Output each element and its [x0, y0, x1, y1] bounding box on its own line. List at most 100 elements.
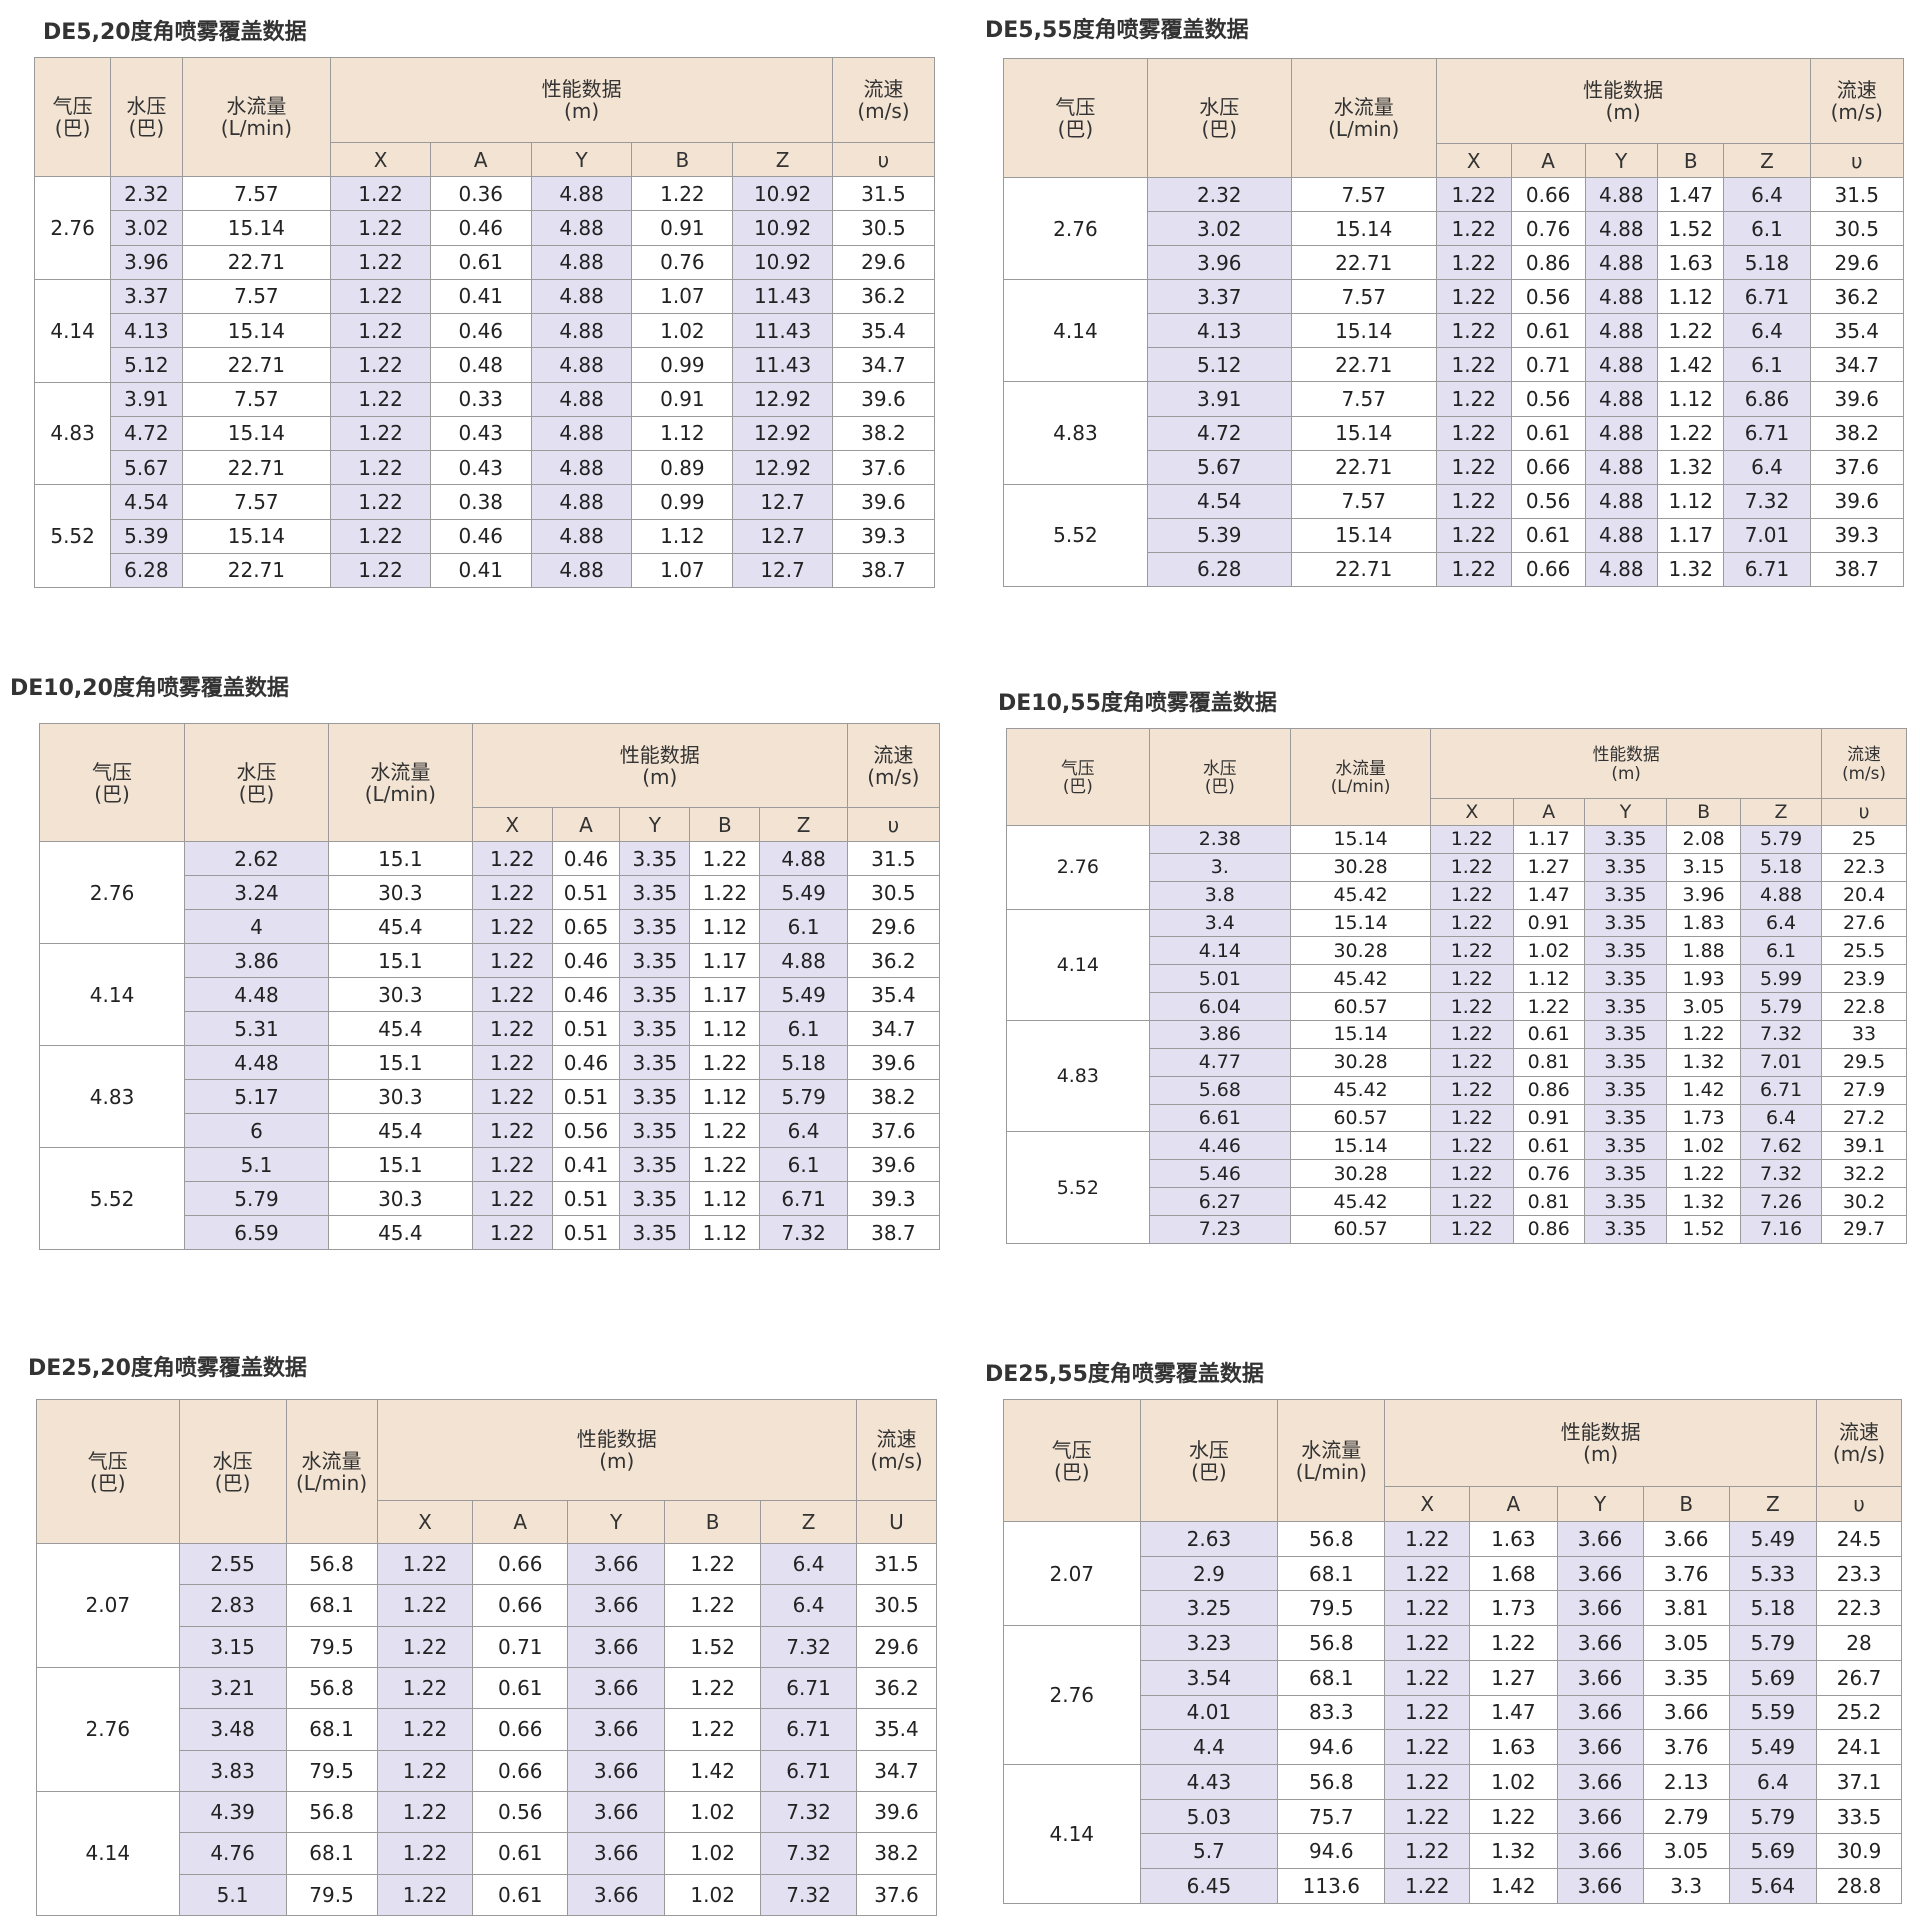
- header-label: 水压: [212, 1448, 253, 1473]
- data-cell: 0.61: [1510, 517, 1586, 553]
- data-cell: 3.35: [619, 1011, 691, 1046]
- data-cell: 3.35: [1583, 1215, 1668, 1244]
- column-header: Z: [1723, 143, 1811, 178]
- data-cell: 7.57: [1290, 279, 1437, 315]
- data-cell: 1.22: [1435, 449, 1512, 485]
- data-cell: 1.22: [471, 1147, 553, 1182]
- data-cell: 31.5: [831, 175, 936, 212]
- data-cell: 0.61: [1510, 415, 1586, 451]
- data-cell: 3.91: [1146, 381, 1292, 417]
- air-pressure-cell: 5.52: [33, 484, 112, 588]
- data-cell: 45.4: [327, 909, 473, 944]
- data-row: 5.79 30.3 1.22 0.51 3.35 1.12 6.71 39.3: [40, 1181, 941, 1216]
- data-cell: 1.22: [471, 875, 553, 910]
- data-cell: 7.62: [1739, 1131, 1823, 1161]
- header-cell: 流速 (m/s): [856, 1399, 937, 1501]
- data-cell: 1.22: [1384, 1521, 1471, 1557]
- data-cell: 5.1: [178, 1873, 287, 1916]
- data-cell: 4.88: [1584, 517, 1659, 553]
- data-row: 5.67 22.71 1.22 0.66 4.88 1.32 6.4 37.6: [1004, 449, 1904, 485]
- data-cell: 1.22: [1384, 1590, 1471, 1627]
- data-cell: 79.5: [1277, 1590, 1386, 1627]
- data-row: 2.76 2.62 15.1 1.22 0.46 3.35 1.22 4.88 31.5: [38, 841, 941, 944]
- data-row: 4.14 3.37 7.57 1.22 0.56 4.88 1.12 6.71 36.2: [1003, 279, 1904, 383]
- column-header: Y: [1584, 143, 1659, 178]
- data-cell: 3.35: [1583, 1020, 1668, 1049]
- data-row: 2.76 2.38 15.14 1.22 1.17 3.35 2.08 5.79 25: [1006, 825, 1907, 910]
- data-cell: 45.42: [1289, 1187, 1432, 1217]
- data-cell: 0.76: [631, 244, 734, 280]
- header-cell: 性能数据 (m): [1384, 1399, 1818, 1487]
- header-unit: (巴): [238, 781, 275, 806]
- data-cell: 1.22: [376, 1584, 474, 1627]
- header-label: 性能数据: [1560, 1420, 1641, 1444]
- data-cell: 23.9: [1821, 964, 1907, 994]
- data-cell: 3.66: [567, 1873, 666, 1916]
- table-title: DE10,55度角喷雾覆盖数据: [998, 691, 1277, 716]
- data-cell: 3.37: [1146, 279, 1292, 315]
- data-cell: 1.22: [1384, 1659, 1471, 1696]
- data-cell: 0.99: [631, 484, 734, 520]
- air-pressure-cell: 2.07: [36, 1543, 180, 1668]
- data-cell: 35.4: [1809, 313, 1904, 349]
- header-unit: (巴): [90, 1470, 126, 1495]
- data-cell: 33.5: [1816, 1798, 1902, 1835]
- header-label: 流速: [1836, 78, 1877, 102]
- data-cell: 22.71: [181, 552, 332, 589]
- air-pressure-cell: 5.52: [1006, 1131, 1150, 1244]
- data-cell: 3.66: [567, 1666, 666, 1710]
- data-cell: 22.3: [1816, 1590, 1902, 1627]
- data-cell: 39.6: [831, 484, 936, 520]
- data-cell: 1.17: [1657, 517, 1725, 553]
- header-cell: 水压 (巴): [110, 57, 183, 177]
- column-header: Y: [1583, 798, 1668, 826]
- data-cell: 1.22: [1430, 1215, 1514, 1244]
- data-row: 5.52 4.54 7.57 1.22 0.38 4.88 0.99 12.7 39.6: [33, 484, 936, 588]
- data-cell: 5.79: [184, 1181, 329, 1216]
- data-row: 3.8 45.42 1.22 1.47 3.35 3.96 4.88 20.4: [1007, 880, 1907, 910]
- data-cell: 1.22: [689, 1147, 761, 1182]
- column-header: B: [631, 142, 734, 177]
- data-cell: 27.2: [1821, 1103, 1907, 1133]
- data-cell: 4.88: [1584, 449, 1659, 485]
- header-label: 性能数据: [1592, 744, 1660, 765]
- data-cell: 0.66: [1510, 176, 1586, 213]
- air-pressure-cell: 2.76: [1003, 1625, 1141, 1766]
- data-cell: 39.1: [1821, 1131, 1907, 1161]
- data-cell: 27.6: [1821, 908, 1907, 938]
- header-cell: 水流量 (L/min): [1277, 1399, 1386, 1522]
- data-cell: 0.86: [1510, 245, 1586, 281]
- data-cell: 1.22: [664, 1542, 762, 1586]
- data-cell: 1.22: [330, 449, 431, 486]
- data-cell: 1.22: [1384, 1555, 1471, 1592]
- air-pressure-cell: 2.76: [33, 176, 112, 280]
- data-cell: 1.12: [1512, 964, 1585, 994]
- data-cell: 4.88: [1584, 381, 1659, 417]
- header-label: 性能数据: [576, 1427, 657, 1451]
- data-cell: 4.76: [178, 1832, 287, 1875]
- header-cell: 性能数据 (m): [1430, 728, 1823, 799]
- data-cell: 1.83: [1666, 908, 1741, 938]
- header-unit: (m/s): [857, 99, 910, 123]
- data-cell: 39.3: [1809, 517, 1904, 553]
- data-cell: 4.88: [530, 484, 633, 520]
- header-label: 流速: [873, 742, 914, 767]
- data-cell: 2.79: [1642, 1798, 1730, 1835]
- data-cell: 1.22: [1430, 1047, 1514, 1077]
- air-pressure-cell: 4.14: [38, 943, 186, 1046]
- data-cell: 1.02: [664, 1873, 762, 1916]
- data-row: 6.59 45.4 1.22 0.51 3.35 1.12 7.32 38.7: [40, 1215, 941, 1250]
- data-cell: 7.32: [760, 1625, 857, 1668]
- data-cell: 0.56: [1510, 279, 1586, 315]
- header-cell: 气压 (巴): [1006, 728, 1150, 826]
- data-cell: 1.22: [1430, 992, 1514, 1022]
- header-label: 水流量: [226, 94, 287, 118]
- data-cell: 1.22: [664, 1584, 762, 1627]
- header-cell: 气压 (巴): [38, 723, 186, 842]
- data-cell: 6.71: [760, 1666, 857, 1710]
- data-cell: 15.14: [181, 415, 332, 452]
- air-pressure-cell: 4.14: [33, 278, 112, 383]
- data-row: 4.13 15.14 1.22 0.61 4.88 1.22 6.4 35.4: [1004, 313, 1904, 349]
- header-cell: 流速 (m/s): [1821, 728, 1907, 799]
